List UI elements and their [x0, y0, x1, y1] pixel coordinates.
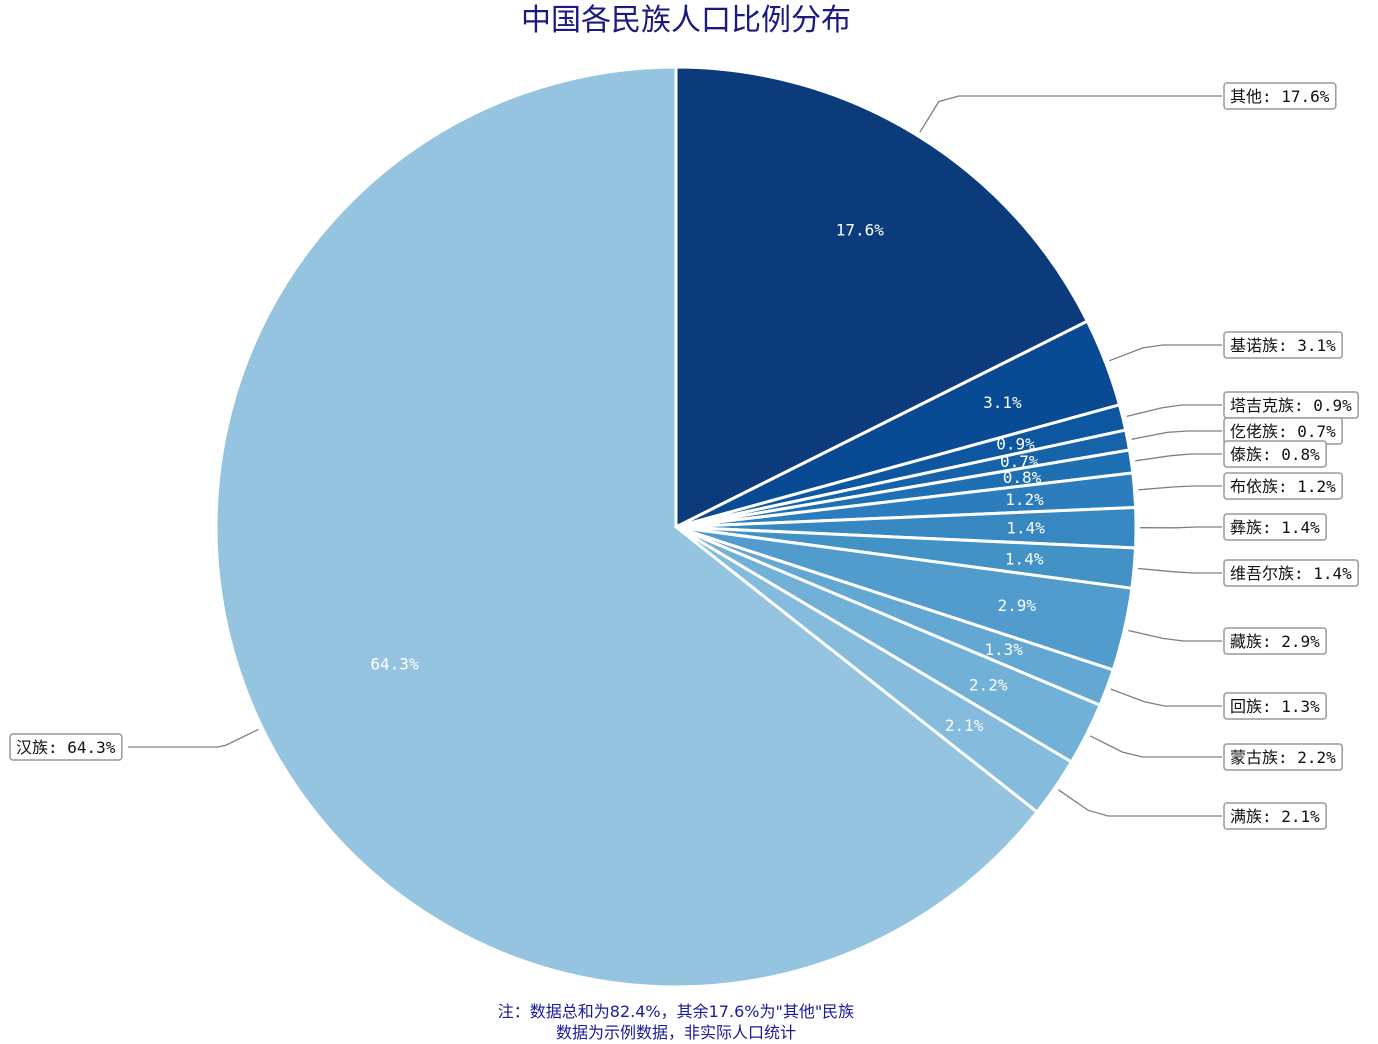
slice-7-label-text: 彝族: 1.4%	[1230, 518, 1320, 537]
slice-5-value-label: 0.8%	[1003, 468, 1042, 487]
slice-4-label-text: 仡佬族: 0.7%	[1230, 422, 1336, 441]
slice-5-label-text: 傣族: 0.8%	[1230, 445, 1320, 464]
slice-9-label-box	[1223, 627, 1327, 655]
slice-5-label-box	[1223, 440, 1327, 468]
slice-11-value-label: 2.2%	[969, 675, 1008, 694]
slice-3-leader-line	[1126, 404, 1222, 418]
footnote-line-1: 注：数据总和为82.4%，其余17.6%为"其他"民族	[498, 1002, 854, 1021]
slice-11-category-label: 蒙古族: 2.2%	[1223, 743, 1343, 771]
slice-9-leader-line	[1128, 629, 1222, 642]
slice-1-wedge	[674, 65, 1090, 530]
pie-slices	[214, 65, 1138, 989]
slice-13-label-box	[9, 733, 123, 761]
slice-13-category-label: 汉族: 64.3%	[9, 733, 123, 761]
slice-2-label-text: 基诺族: 3.1%	[1230, 336, 1336, 355]
chart-title: 中国各民族人口比例分布	[521, 3, 851, 38]
slice-1-leader-line	[919, 95, 1222, 133]
slice-10-value-label: 1.3%	[984, 640, 1023, 659]
slice-12-leader-line	[1058, 789, 1222, 817]
slice-1-value-label: 17.6%	[836, 221, 885, 240]
slice-6-label-text: 布依族: 1.2%	[1230, 477, 1336, 496]
slice-13-label-text: 汉族: 64.3%	[16, 738, 116, 757]
slice-2-label-box	[1223, 331, 1343, 359]
slice-10-label-box	[1223, 692, 1327, 720]
slice-8-label-box	[1223, 559, 1359, 587]
slice-13-leader-line	[128, 728, 259, 748]
slice-1-label-box	[1223, 82, 1337, 110]
slice-9-category-label: 藏族: 2.9%	[1223, 627, 1327, 655]
slice-7-category-label: 彝族: 1.4%	[1223, 513, 1327, 541]
slice-11-leader-line	[1090, 735, 1222, 758]
slice-1-category-label: 其他: 17.6%	[1223, 82, 1337, 110]
slice-7-label-box	[1223, 513, 1327, 541]
slice-2-value-label: 3.1%	[983, 393, 1022, 412]
slice-4-category-label: 仡佬族: 0.7%	[1223, 417, 1343, 445]
slice-8-label-text: 维吾尔族: 1.4%	[1230, 564, 1352, 583]
slice-6-leader-line	[1138, 485, 1222, 491]
slice-value-labels: 17.6% 3.1% 0.9%0.7%0.8% 1.2% 1.4% 1.4% 2.9% 1.3…	[370, 221, 1045, 735]
slice-13-value-label: 64.3%	[370, 654, 419, 673]
slice-5-leader-line	[1135, 453, 1222, 462]
slice-8-leader-line	[1138, 567, 1222, 574]
slice-12-category-label: 满族: 2.1%	[1223, 802, 1327, 830]
slice-8-category-label: 维吾尔族: 1.4%	[1223, 559, 1359, 587]
slice-9-value-label: 2.9%	[998, 596, 1037, 615]
slice-6-category-label: 布依族: 1.2%	[1223, 472, 1343, 500]
slice-8-value-label: 1.4%	[1005, 549, 1044, 568]
slice-6-label-box	[1223, 472, 1343, 500]
slice-4-leader-line	[1131, 430, 1222, 440]
slice-5-category-label: 傣族: 0.8%	[1223, 440, 1327, 468]
slice-2-leader-line	[1108, 344, 1222, 362]
slice-3-value-label: 0.9%	[996, 435, 1035, 454]
slice-10-label-text: 回族: 1.3%	[1230, 697, 1320, 716]
slice-2-category-label: 基诺族: 3.1%	[1223, 331, 1343, 359]
slice-9-label-text: 藏族: 2.9%	[1230, 632, 1320, 651]
slice-6-value-label: 1.2%	[1005, 490, 1044, 509]
slice-4-value-label: 0.7%	[1000, 452, 1039, 471]
slice-12-label-box	[1223, 802, 1327, 830]
slice-13-wedge	[214, 65, 1040, 989]
slice-3-label-text: 塔吉克族: 0.9%	[1230, 396, 1352, 415]
leader-lines	[128, 95, 1222, 817]
slice-11-label-box	[1223, 743, 1343, 771]
slice-10-leader-line	[1110, 688, 1222, 707]
slice-12-value-label: 2.1%	[945, 716, 984, 735]
slice-7-leader-line	[1139, 526, 1222, 529]
slice-7-value-label: 1.4%	[1006, 519, 1045, 538]
slice-12-label-text: 满族: 2.1%	[1230, 807, 1320, 826]
slice-10-category-label: 回族: 1.3%	[1223, 692, 1327, 720]
slice-3-category-label: 塔吉克族: 0.9%	[1223, 391, 1359, 419]
slice-11-label-text: 蒙古族: 2.2%	[1230, 748, 1336, 767]
slice-1-label-text: 其他: 17.6%	[1230, 87, 1330, 106]
footnote-line-2: 数据为示例数据，非实际人口统计	[556, 1023, 796, 1042]
slice-category-labels: 其他: 17.6% 基诺族: 3.1% 塔吉克族: 0.9% 仡佬族: 0.7% 傣族:…	[9, 82, 1359, 830]
